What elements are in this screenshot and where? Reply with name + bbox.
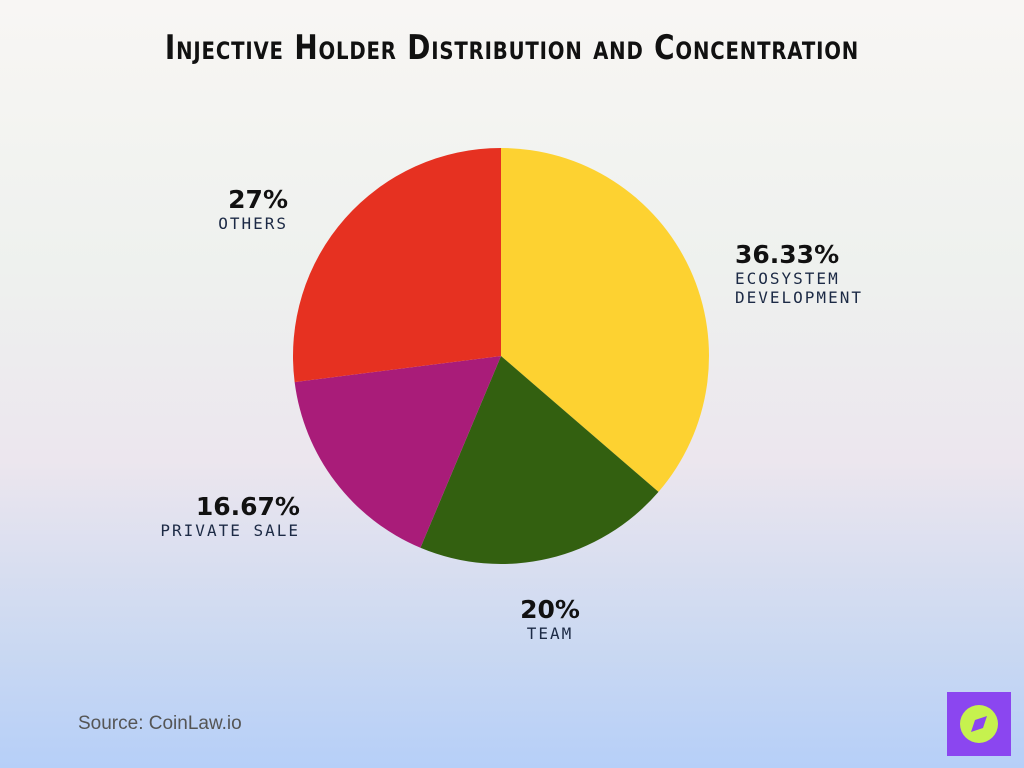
slice-label: 27% OTHERS [88,185,288,233]
category-label: ECOSYSTEM DEVELOPMENT [735,269,863,307]
slice-label: 36.33% ECOSYSTEM DEVELOPMENT [735,240,935,307]
category-label: PRIVATE SALE [160,521,300,540]
category-label: OTHERS [218,214,288,233]
value-label: 16.67% [195,492,300,521]
slice-label: 16.67% PRIVATE SALE [100,492,300,540]
pie-slice [420,356,659,564]
source-note: Source: CoinLaw.io [78,713,242,734]
logo [947,692,1011,756]
chart-title: Injective Holder Distribution and Concen… [164,28,860,68]
value-label: 36.33% [735,240,840,269]
value-label: 20% [520,595,580,624]
logo-icon [960,705,998,743]
pie-slice [294,356,501,548]
pie-slice [501,148,710,492]
slice-label: 20% TEAM [450,595,650,643]
pie-slice [293,148,501,383]
value-label: 27% [228,185,288,214]
category-label: TEAM [526,624,574,643]
